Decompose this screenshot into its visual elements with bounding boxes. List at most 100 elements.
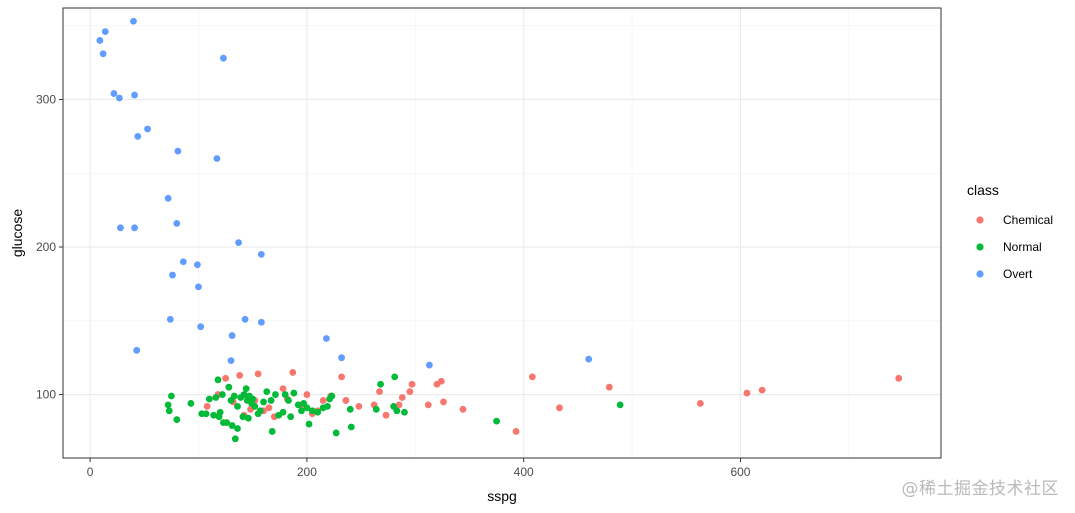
point-normal	[228, 422, 236, 429]
point-chemical	[696, 400, 704, 407]
point-overt	[134, 132, 142, 140]
point-overt	[425, 361, 433, 369]
point-overt	[166, 315, 174, 323]
point-chemical	[342, 397, 350, 404]
point-chemical	[512, 428, 520, 435]
point-chemical	[376, 388, 383, 396]
point-overt	[194, 261, 201, 269]
x-axis: 0 200 400 600	[87, 458, 751, 479]
point-normal	[272, 391, 279, 398]
point-chemical	[895, 374, 903, 382]
point-overt	[338, 354, 345, 362]
point-chemical	[236, 371, 244, 379]
point-overt	[585, 355, 593, 363]
legend-key-overt	[976, 270, 984, 278]
point-normal	[285, 397, 292, 404]
point-overt	[213, 155, 221, 162]
point-overt	[96, 37, 104, 44]
point-overt	[144, 125, 151, 133]
point-normal	[305, 420, 313, 428]
point-normal	[223, 419, 231, 426]
point-overt	[130, 17, 137, 25]
point-normal	[251, 402, 259, 410]
point-normal	[165, 407, 173, 415]
point-normal	[391, 373, 399, 381]
point-normal	[173, 416, 181, 424]
legend-label-chemical: Chemical	[1003, 213, 1053, 227]
point-normal	[377, 380, 384, 388]
major-gridlines	[63, 8, 941, 458]
point-chemical	[254, 370, 262, 378]
point-overt	[323, 335, 330, 342]
point-chemical	[338, 373, 345, 381]
point-chemical	[319, 397, 327, 404]
point-chemical	[222, 374, 229, 382]
point-normal	[393, 407, 401, 415]
point-chemical	[203, 402, 211, 410]
point-overt	[169, 271, 176, 279]
point-normal	[268, 428, 276, 435]
point-chemical	[289, 369, 297, 376]
legend-key-normal	[976, 243, 984, 251]
point-chemical	[265, 404, 273, 412]
x-tick-label: 600	[730, 465, 750, 479]
point-chemical	[279, 385, 287, 393]
point-chemical	[398, 394, 406, 401]
point-chemical	[459, 405, 467, 413]
data-points	[96, 17, 903, 443]
point-overt	[179, 258, 187, 266]
point-normal	[212, 394, 220, 401]
point-normal	[324, 402, 331, 410]
x-tick-label: 400	[514, 465, 534, 479]
legend-title: class	[967, 182, 999, 198]
point-overt	[257, 250, 265, 258]
point-normal	[346, 405, 354, 413]
point-overt	[117, 224, 124, 232]
point-chemical	[758, 386, 766, 394]
point-overt	[133, 346, 141, 354]
point-chemical	[437, 377, 445, 385]
point-overt	[99, 50, 107, 58]
point-normal	[242, 385, 250, 393]
point-overt	[195, 283, 202, 291]
point-overt	[257, 318, 265, 326]
point-normal	[616, 401, 624, 409]
point-overt	[164, 194, 172, 202]
point-overt	[220, 54, 227, 62]
point-overt	[115, 94, 123, 102]
point-overt	[173, 220, 181, 227]
point-chemical	[528, 373, 536, 381]
y-axis: 100 200 300	[36, 92, 63, 402]
point-chemical	[303, 391, 311, 398]
point-normal	[234, 402, 241, 410]
point-overt	[131, 91, 138, 99]
point-overt	[174, 147, 182, 155]
point-chemical	[408, 380, 416, 388]
point-chemical	[382, 411, 390, 419]
point-chemical	[605, 383, 613, 391]
x-axis-title: sspg	[487, 488, 517, 504]
point-normal	[372, 405, 380, 413]
point-chemical	[440, 398, 447, 406]
point-normal	[231, 435, 239, 443]
y-tick-label: 300	[36, 92, 56, 106]
point-overt	[227, 357, 235, 365]
point-normal	[164, 401, 172, 409]
point-normal	[290, 389, 298, 397]
point-normal	[249, 395, 257, 403]
point-normal	[230, 392, 238, 400]
point-normal	[493, 417, 500, 425]
point-normal	[401, 408, 408, 416]
point-normal	[279, 408, 287, 416]
point-normal	[332, 429, 340, 437]
point-normal	[216, 408, 224, 416]
point-normal	[328, 392, 336, 400]
legend: class Chemical Normal Overt	[967, 182, 1053, 281]
point-chemical	[406, 388, 414, 396]
point-normal	[239, 413, 247, 421]
point-overt	[241, 315, 249, 323]
point-overt	[235, 239, 243, 246]
point-normal	[218, 391, 226, 398]
y-axis-title: glucose	[9, 209, 25, 257]
